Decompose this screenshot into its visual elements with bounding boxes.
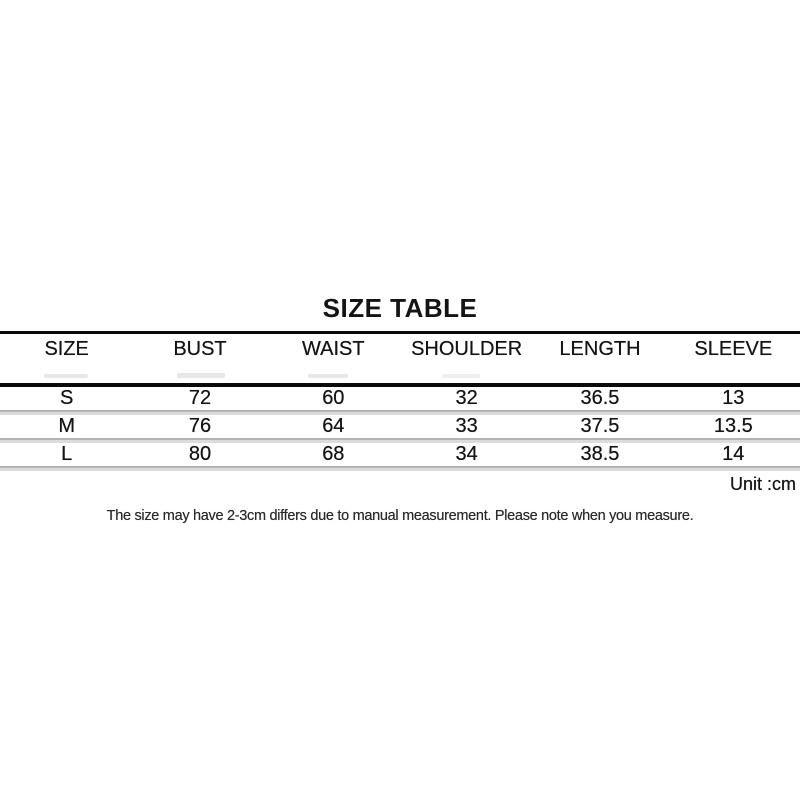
erased-text-artifact [442, 374, 480, 378]
table-cell: 60 [322, 387, 345, 409]
table-cell: 80 [188, 443, 212, 465]
table-row-l: L 80 68 34 38.5 14 [0, 443, 800, 466]
table-row-m: M 76 64 33 37.5 13.5 [0, 415, 800, 438]
row-separator [0, 438, 800, 443]
table-cell: 32 [455, 387, 478, 409]
table-cell: 33 [455, 415, 478, 437]
table-row-s: S 72 60 32 36.5 13 [0, 387, 800, 410]
table-cell: L [61, 443, 73, 465]
unit-label: Unit :cm [729, 474, 796, 494]
measurement-note: The size may have 2-3cm differs due to m… [106, 508, 694, 524]
header-cell-size: SIZE [44, 338, 89, 360]
table-header-bottom-border [0, 383, 800, 387]
row-separator [0, 410, 800, 415]
size-table: SIZE BUST WAIST SHOULDER LENGTH SLEEVE S… [0, 331, 800, 471]
header-cell-shoulder: SHOULDER [411, 338, 523, 360]
header-cell-waist: WAIST [302, 338, 365, 360]
erased-text-artifact [44, 374, 88, 378]
header-cell-bust: BUST [173, 338, 227, 360]
table-cell: 38.5 [580, 443, 620, 465]
table-cell: 14 [722, 443, 745, 465]
table-cell: 34 [455, 443, 478, 465]
table-cell: M [58, 415, 75, 437]
table-cell: 76 [188, 415, 212, 437]
table-cell: 68 [322, 443, 345, 465]
table-cell: 36.5 [580, 387, 620, 409]
table-header-row: SIZE BUST WAIST SHOULDER LENGTH SLEEVE [0, 334, 800, 383]
table-top-border [0, 331, 800, 334]
table-cell: S [59, 387, 74, 409]
page-title: SIZE TABLE [322, 293, 478, 323]
table-cell: 37.5 [580, 415, 620, 437]
table-cell: 64 [322, 415, 345, 437]
erased-text-artifact [177, 373, 225, 378]
erased-text-artifact [308, 374, 348, 378]
header-cell-length: LENGTH [559, 338, 641, 360]
table-cell: 13.5 [713, 415, 753, 437]
table-cell: 72 [188, 387, 212, 409]
header-cell-sleeve: SLEEVE [694, 338, 773, 360]
table-cell: 13 [722, 387, 745, 409]
table-bottom-separator [0, 466, 800, 471]
